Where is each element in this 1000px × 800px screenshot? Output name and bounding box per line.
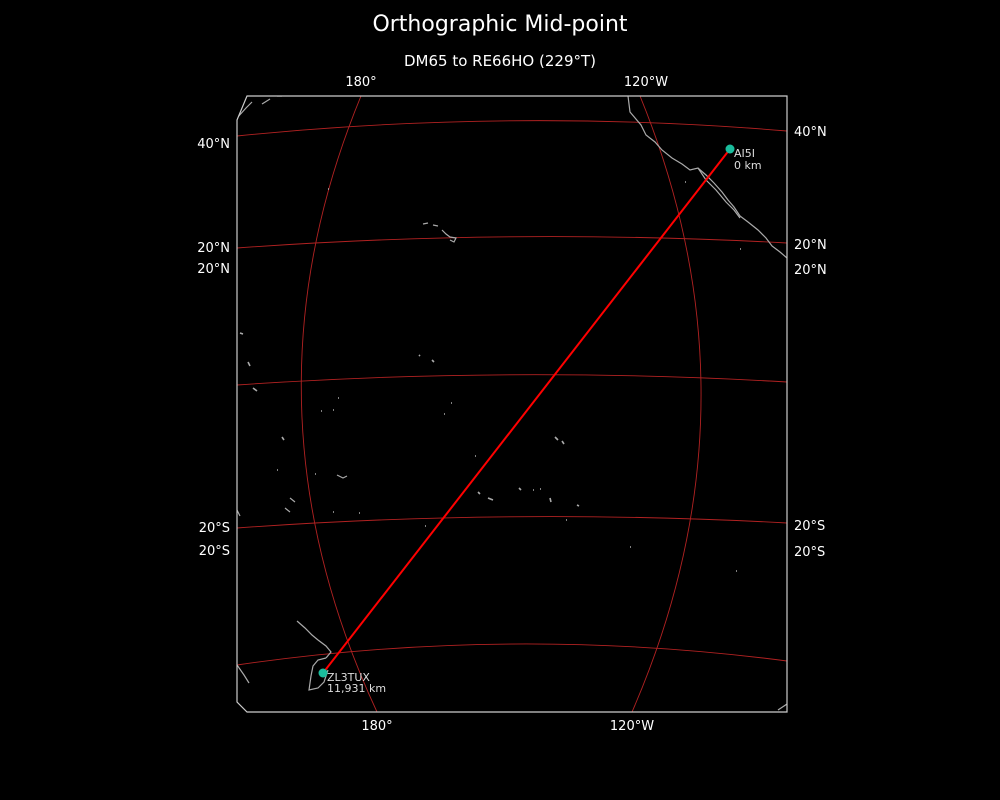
baja-california bbox=[697, 167, 741, 219]
great-circle-path bbox=[322, 148, 731, 674]
left-tick-20s-a: 20°S bbox=[199, 521, 230, 536]
parallel-20s bbox=[237, 516, 787, 529]
parallel-40n bbox=[237, 120, 787, 137]
map-frame bbox=[236, 95, 788, 713]
left-tick-20s-b: 20°S bbox=[199, 544, 230, 559]
coastlines bbox=[237, 96, 787, 711]
fiji bbox=[284, 474, 348, 513]
left-tick-20n-b: 20°N bbox=[197, 262, 230, 277]
parallel-20n bbox=[237, 236, 787, 249]
end-station-marker[interactable] bbox=[318, 668, 328, 678]
parallel-0 bbox=[237, 374, 787, 386]
map-title: Orthographic Mid-point bbox=[372, 12, 628, 37]
australia-edge bbox=[237, 509, 250, 684]
right-tick-20s-a: 20°S bbox=[794, 519, 825, 534]
hawaii bbox=[422, 222, 457, 243]
right-tick-20n-b: 20°N bbox=[794, 263, 827, 278]
north-america-coast bbox=[627, 96, 787, 259]
new-zealand-north bbox=[296, 620, 332, 659]
small-islands bbox=[239, 181, 741, 572]
meridian-180 bbox=[300, 96, 378, 712]
right-tick-40n: 40°N bbox=[794, 125, 827, 140]
end-station-call: ZL3TUX bbox=[327, 671, 370, 684]
top-tick-120w: 120°W bbox=[624, 75, 668, 90]
graticule bbox=[237, 96, 787, 712]
left-tick-40n: 40°N bbox=[197, 137, 230, 152]
end-station-distance: 11,931 km bbox=[327, 682, 386, 695]
bottom-tick-180: 180° bbox=[361, 719, 392, 734]
meridian-120w bbox=[631, 96, 702, 712]
right-tick-20s-b: 20°S bbox=[794, 545, 825, 560]
map-subtitle: DM65 to RE66HO (229°T) bbox=[403, 52, 596, 70]
start-station-marker[interactable] bbox=[725, 144, 735, 154]
top-tick-180: 180° bbox=[345, 75, 376, 90]
right-tick-20n-a: 20°N bbox=[794, 238, 827, 253]
new-zealand-south bbox=[308, 657, 329, 691]
start-station-distance: 0 km bbox=[734, 159, 762, 172]
tick-labels: 180° 120°W 180° 120°W 40°N 20°N 20°N 20°… bbox=[197, 75, 827, 734]
bottom-right-coast bbox=[777, 703, 787, 711]
top-left-coast bbox=[237, 96, 282, 119]
bottom-tick-120w: 120°W bbox=[610, 719, 654, 734]
parallel-40s bbox=[237, 643, 787, 666]
left-tick-20n-a: 20°N bbox=[197, 241, 230, 256]
start-station-call: AI5I bbox=[734, 147, 755, 160]
